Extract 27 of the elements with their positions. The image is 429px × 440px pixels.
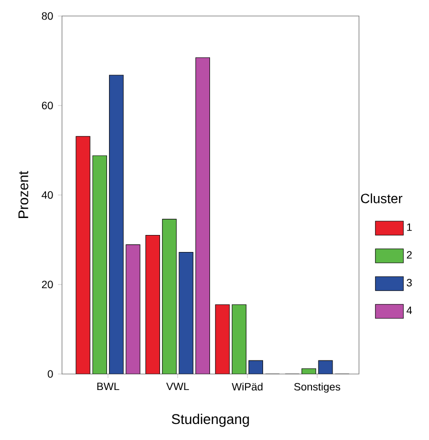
bar bbox=[126, 244, 140, 374]
legend-label: 1 bbox=[407, 223, 412, 231]
legend-label: 2 bbox=[406, 251, 412, 259]
x-axis-title: Studiengang bbox=[172, 414, 249, 427]
bar bbox=[248, 360, 263, 374]
y-tick-label: 60 bbox=[42, 102, 53, 110]
y-tick-label: 80 bbox=[42, 12, 53, 20]
x-tick-label: WiPäd bbox=[232, 382, 262, 391]
bar bbox=[109, 74, 124, 374]
bar bbox=[215, 304, 230, 374]
x-tick-label: Sonstiges bbox=[294, 382, 340, 393]
bar bbox=[145, 235, 160, 374]
bar bbox=[232, 304, 246, 374]
bar bbox=[195, 57, 210, 374]
y-tick-label: 20 bbox=[42, 280, 53, 288]
bar bbox=[162, 218, 177, 374]
x-tick-label: VWL bbox=[166, 382, 189, 390]
legend-title: Cluster bbox=[361, 193, 402, 204]
bar bbox=[178, 252, 194, 374]
x-tick-label: BWL bbox=[97, 382, 120, 390]
y-tick-label: 40 bbox=[42, 191, 53, 199]
legend-label: 4 bbox=[406, 306, 412, 314]
y-tick-label: 0 bbox=[48, 370, 53, 378]
y-axis-title: Prozent bbox=[18, 170, 28, 218]
bar bbox=[76, 136, 90, 374]
legend-label: 3 bbox=[406, 278, 412, 286]
bar bbox=[92, 155, 107, 374]
